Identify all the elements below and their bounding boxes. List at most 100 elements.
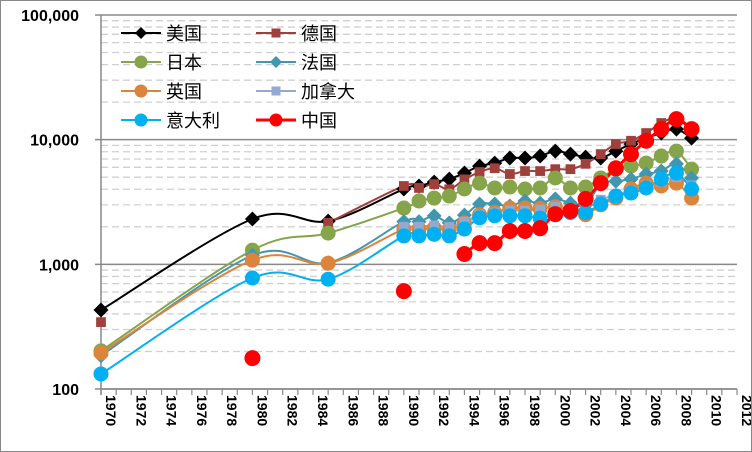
data-point-series-0 — [502, 150, 518, 166]
data-point-series-2 — [502, 179, 518, 195]
data-point-series-3 — [426, 208, 442, 224]
y-tick-label: 100 — [52, 382, 79, 399]
data-point-series-4 — [93, 345, 109, 361]
data-point-series-6 — [593, 196, 609, 212]
data-point-series-2 — [396, 200, 412, 216]
x-tick-label: 1984 — [315, 395, 331, 426]
data-point-series-7 — [486, 235, 503, 252]
x-tick-label: 1992 — [436, 395, 452, 426]
x-tick-label: 2006 — [648, 395, 664, 426]
legend-label: 中国 — [301, 111, 337, 132]
data-point-series-7 — [471, 235, 488, 252]
legend-label: 英国 — [166, 82, 202, 103]
data-point-series-1 — [610, 139, 621, 149]
data-point-series-7 — [653, 121, 670, 138]
data-point-series-2 — [411, 193, 427, 209]
data-point-series-7 — [623, 146, 639, 163]
data-point-series-2 — [668, 143, 684, 159]
data-point-series-2 — [653, 148, 669, 164]
y-tick-labels: 100 1,000 10,000 100,000 — [21, 8, 79, 399]
data-point-series-6 — [411, 228, 427, 244]
legend-label: 德国 — [301, 24, 337, 45]
data-point-series-6 — [320, 271, 336, 287]
data-point-series-0 — [93, 302, 109, 318]
x-tick-labels: 1970 1972 1974 1976 1978 1980 1982 1984 1986 1988… — [103, 395, 751, 426]
data-point-series-7 — [456, 246, 473, 263]
data-point-series-6 — [472, 210, 488, 226]
data-point-series-5 — [535, 204, 546, 215]
x-tick-label: 1996 — [497, 395, 513, 426]
data-point-series-7 — [517, 223, 533, 240]
legend-item: 德国 — [256, 24, 337, 45]
data-point-series-6 — [456, 221, 472, 237]
data-point-series-2 — [472, 175, 488, 191]
data-point-series-7 — [638, 132, 655, 149]
x-tick-label: 1994 — [466, 395, 482, 426]
data-point-series-1 — [565, 164, 576, 175]
axes — [100, 15, 738, 395]
x-tick-label: 1970 — [103, 395, 119, 426]
data-point-series-2 — [623, 158, 639, 174]
data-point-series-6 — [244, 270, 260, 286]
data-point-series-7 — [668, 111, 685, 128]
legend-marker-icon — [270, 56, 282, 68]
y-tick-label: 1,000 — [39, 257, 79, 274]
y-tick-label: 100,000 — [21, 8, 79, 25]
data-point-series-7 — [683, 121, 700, 138]
data-point-series-4 — [320, 255, 336, 271]
legend-marker-icon — [269, 113, 283, 127]
data-point-series-0 — [441, 171, 457, 187]
gridlines — [95, 14, 737, 390]
data-point-series-6 — [668, 165, 684, 181]
data-point-series-7 — [244, 350, 261, 367]
data-point-series-7 — [501, 223, 518, 240]
x-tick-label: 2008 — [678, 395, 694, 426]
legend-label: 意大利 — [166, 111, 220, 132]
data-point-series-1 — [595, 149, 606, 159]
data-point-series-6 — [623, 185, 639, 201]
data-point-series-0 — [244, 211, 260, 227]
legend-item: 中国 — [256, 111, 337, 132]
data-point-series-7 — [532, 220, 549, 237]
x-tick-label: 1990 — [406, 395, 422, 426]
x-tick-label: 2004 — [618, 395, 634, 426]
legend-item: 美国 — [121, 24, 202, 45]
data-point-series-6 — [578, 205, 594, 221]
data-point-series-1 — [535, 166, 546, 176]
data-point-series-0 — [532, 148, 548, 164]
data-point-series-1 — [459, 174, 470, 185]
data-point-series-6 — [502, 208, 518, 224]
series-markers — [93, 111, 700, 382]
x-tick-label: 1972 — [133, 395, 149, 426]
data-point-series-1 — [520, 166, 530, 176]
data-point-series-0 — [562, 146, 578, 162]
legend-item: 日本 — [121, 53, 202, 74]
legend-marker-icon — [134, 84, 148, 98]
data-point-series-7 — [547, 206, 564, 223]
data-point-series-1 — [504, 169, 515, 179]
data-point-series-1 — [626, 135, 636, 146]
legend-marker-icon — [134, 55, 148, 69]
x-tick-label: 2002 — [588, 395, 604, 426]
data-point-series-0 — [547, 143, 563, 159]
series-line-7 — [463, 117, 693, 256]
data-point-series-6 — [608, 188, 624, 204]
data-point-series-1 — [398, 181, 409, 191]
data-point-series-4 — [244, 252, 260, 268]
data-point-series-7 — [562, 202, 579, 219]
data-point-series-2 — [320, 225, 336, 241]
data-point-series-5 — [398, 221, 409, 232]
data-point-series-2 — [638, 155, 654, 171]
x-tick-label: 2010 — [709, 395, 725, 426]
x-tick-label: 2000 — [557, 395, 573, 426]
data-point-series-1 — [550, 164, 561, 175]
x-tick-label: 1974 — [164, 395, 180, 426]
x-tick-label: 1982 — [285, 395, 301, 426]
data-point-series-6 — [517, 208, 533, 224]
data-point-series-1 — [580, 158, 591, 169]
data-point-series-6 — [441, 228, 457, 244]
legend-label: 法国 — [301, 53, 337, 74]
